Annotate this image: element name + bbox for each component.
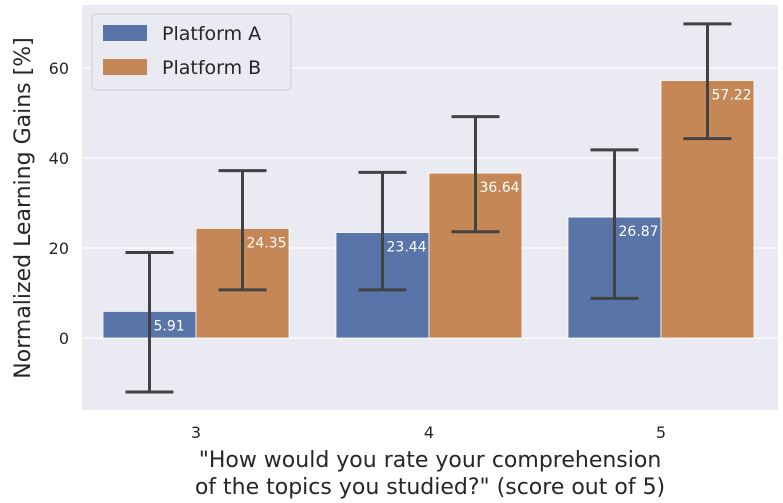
data-label: 57.22	[712, 88, 752, 104]
data-label: 23.44	[387, 240, 427, 256]
x-tick-label: 3	[191, 423, 201, 442]
x-axis-title-line-2: of the topics you studied?" (score out o…	[195, 475, 665, 500]
legend-swatch-platform-b	[103, 59, 147, 75]
error-bars	[125, 22, 732, 394]
y-axis-title: Normalized Learning Gains [%]	[11, 37, 36, 378]
legend: Platform A Platform B	[91, 13, 292, 91]
data-label: 26.87	[619, 224, 659, 240]
y-tick-label: 20	[49, 239, 69, 258]
y-tick-label: 60	[49, 59, 69, 78]
y-tick-label: 0	[59, 329, 69, 348]
data-label: 24.35	[247, 235, 287, 251]
x-tick-label: 4	[424, 423, 434, 442]
tick-labels: 0 20 40 60 3 4 5	[49, 59, 666, 442]
x-axis-title-line-1: "How would you rate your comprehension	[199, 448, 662, 473]
x-tick-label: 5	[656, 423, 666, 442]
legend-label-platform-b: Platform B	[162, 57, 261, 79]
data-label: 36.64	[480, 180, 520, 196]
legend-swatch-platform-a	[103, 25, 147, 41]
data-label: 5.91	[154, 318, 185, 334]
legend-label-platform-a: Platform A	[162, 23, 261, 45]
data-labels: 5.91 23.44 26.87 24.35 36.64 57.22	[154, 88, 752, 335]
y-tick-label: 40	[49, 149, 69, 168]
